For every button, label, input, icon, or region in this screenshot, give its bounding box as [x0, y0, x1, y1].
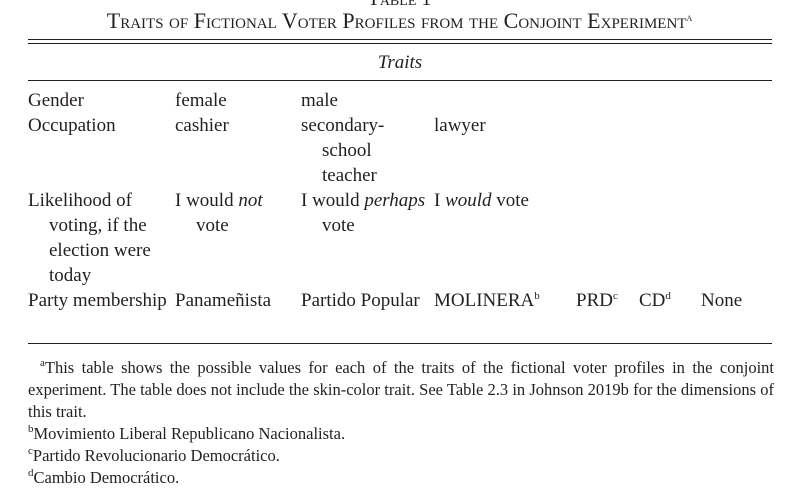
note-mark: b: [534, 290, 540, 302]
cell: None: [701, 290, 743, 311]
cell: cashier: [175, 115, 229, 136]
text: CD: [639, 290, 666, 311]
footnote-text: Cambio Democrático.: [33, 468, 180, 487]
cell: secondary-school teacher: [301, 115, 385, 186]
note-mark: d: [665, 290, 671, 302]
row: Likelihood of voting, if the election we…: [28, 188, 771, 288]
cell: Gender: [28, 90, 84, 111]
cell: Party membership: [28, 290, 167, 311]
footnote-text: Movimiento Liberal Republicano Nacionali…: [33, 424, 346, 443]
text: vote: [322, 215, 355, 236]
text: I would: [175, 190, 239, 211]
footnote-text: Partido Revolucionario Democrático.: [32, 446, 280, 465]
emphasis: perhaps: [364, 190, 426, 211]
cell: Partido Popular: [301, 290, 420, 311]
footnote: aThis table shows the possible values fo…: [28, 357, 774, 423]
note-mark: d: [28, 467, 34, 479]
cell: I would vote: [434, 188, 771, 288]
cell: I would perhaps vote: [301, 188, 434, 288]
text: vote: [491, 190, 529, 211]
text: MOLINERA: [434, 290, 535, 311]
text: I would: [301, 190, 365, 211]
column-header: Traits: [377, 52, 423, 73]
cell: CDd: [639, 288, 701, 313]
note-mark: a: [40, 357, 45, 369]
cell: MOLINERAb: [434, 288, 576, 313]
footnote-text: This table shows the possible values for…: [28, 358, 774, 421]
emphasis: not: [238, 190, 263, 211]
title-text: Traits of Fictional Voter Profiles from …: [106, 8, 687, 33]
cell: female: [175, 90, 227, 111]
text: PRD: [576, 290, 613, 311]
row: Party membership Panameñista Partido Pop…: [28, 288, 771, 313]
table-label: Table 1: [0, 0, 799, 11]
footnote: dCambio Democrático.: [28, 467, 774, 489]
emphasis: would: [445, 190, 492, 211]
note-mark: c: [28, 445, 33, 457]
traits-table: Gender female male Occupation cashier se…: [28, 88, 771, 313]
note-mark: a: [686, 12, 693, 24]
note-mark: b: [28, 423, 34, 435]
table-title: Traits of Fictional Voter Profiles from …: [0, 8, 799, 34]
cell: PRDc: [576, 288, 639, 313]
text: I: [434, 190, 446, 211]
rule: [28, 343, 772, 344]
cell: Panameñista: [175, 290, 272, 311]
cell: male: [301, 90, 338, 111]
cell: lawyer: [434, 115, 486, 136]
footnote: cPartido Revolucionario Democrático.: [28, 445, 774, 467]
footnote: bMovimiento Liberal Republicano Nacional…: [28, 423, 774, 445]
row: Occupation cashier secondary-school teac…: [28, 113, 771, 188]
rule: [28, 39, 772, 40]
cell: I would not vote: [175, 188, 301, 288]
footnotes: aThis table shows the possible values fo…: [28, 357, 774, 489]
cell: Likelihood of voting, if the election we…: [28, 190, 151, 286]
rule: [28, 80, 772, 81]
text: vote: [196, 215, 229, 236]
row: Gender female male: [28, 88, 771, 113]
note-mark: c: [612, 290, 618, 302]
rule: [28, 43, 772, 44]
cell: Occupation: [28, 115, 116, 136]
